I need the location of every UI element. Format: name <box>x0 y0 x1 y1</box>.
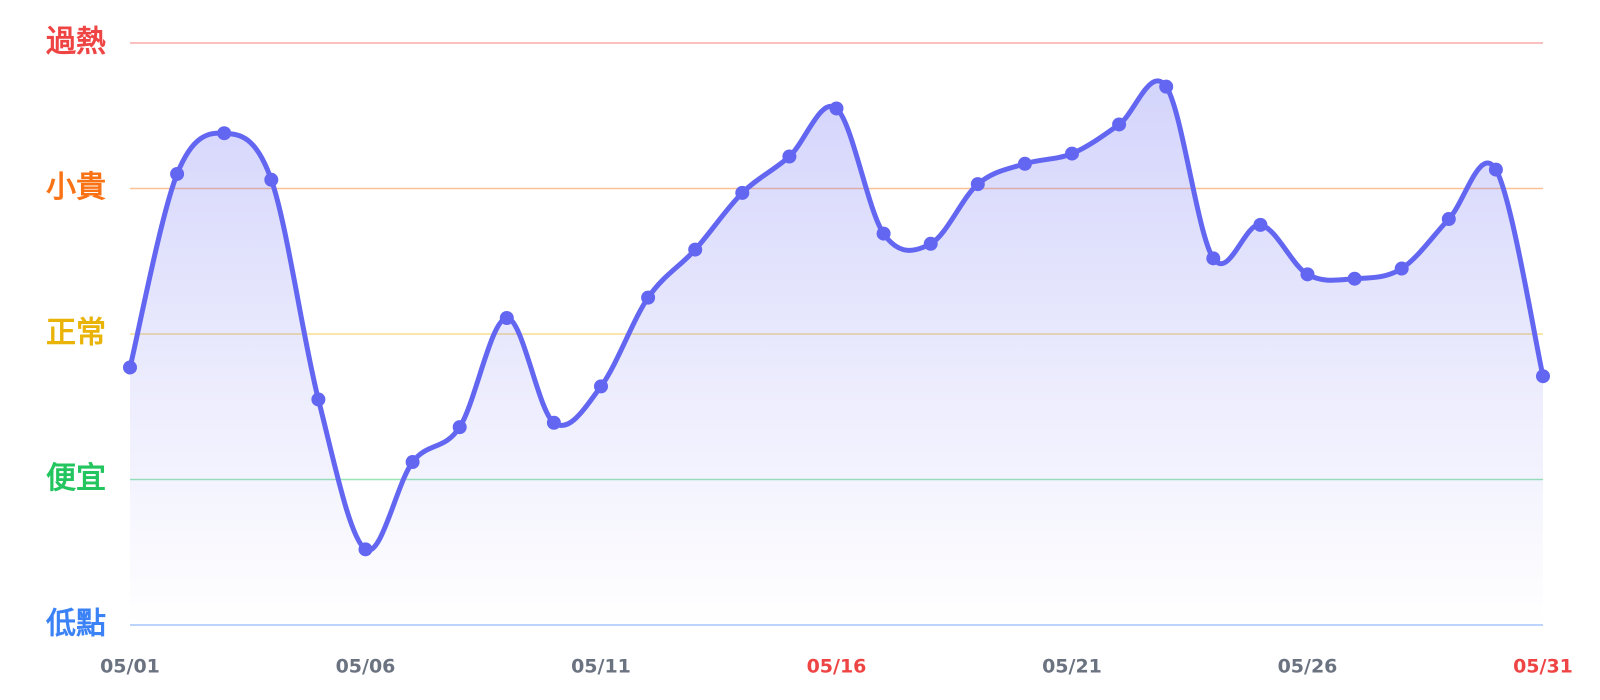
point <box>170 166 185 181</box>
point <box>1441 212 1456 227</box>
point <box>641 290 656 305</box>
x-tick-label: 05/11 <box>571 656 631 678</box>
point <box>1206 251 1221 266</box>
point <box>264 172 279 187</box>
point <box>1159 79 1174 94</box>
point <box>1017 156 1032 171</box>
point <box>1488 162 1503 177</box>
x-tick-label: 05/06 <box>336 656 396 678</box>
point <box>735 185 750 200</box>
y-tick-label: 低點 <box>45 607 106 642</box>
point <box>1394 261 1409 276</box>
point <box>1253 217 1268 232</box>
point <box>1536 369 1550 384</box>
point <box>923 236 938 251</box>
point <box>782 149 797 164</box>
point <box>688 242 703 257</box>
point <box>311 392 326 407</box>
x-tick-label: 05/26 <box>1278 656 1338 678</box>
point <box>829 101 844 116</box>
x-tick-label: 05/31 <box>1513 656 1573 678</box>
point <box>1065 146 1079 161</box>
point <box>217 126 232 141</box>
x-tick-label: 05/21 <box>1042 656 1102 678</box>
point <box>1112 117 1127 132</box>
point <box>499 310 514 325</box>
point <box>123 360 137 375</box>
y-tick-label: 便宜 <box>46 461 106 496</box>
point <box>546 415 561 430</box>
point <box>594 379 608 394</box>
x-tick-label: 05/01 <box>100 656 160 678</box>
area <box>130 80 1543 625</box>
point <box>358 542 373 557</box>
y-tick-label: 小貴 <box>46 170 106 205</box>
x-tick-label: 05/16 <box>807 656 867 678</box>
point <box>876 226 891 241</box>
point <box>970 177 985 192</box>
point <box>1300 267 1315 282</box>
point <box>405 455 420 470</box>
y-tick-label: 過熱 <box>46 25 106 60</box>
y-tick-label: 正常 <box>46 316 106 351</box>
point <box>1347 271 1362 286</box>
point <box>452 420 467 435</box>
